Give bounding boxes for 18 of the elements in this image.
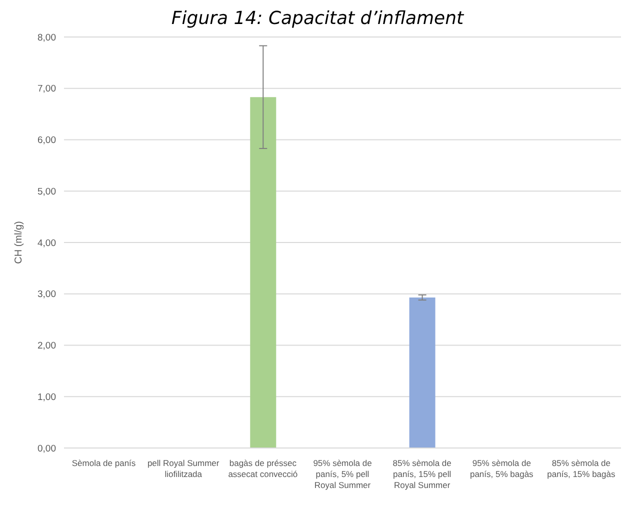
y-tick-label: 3,00: [38, 289, 56, 300]
y-tick-label: 5,00: [38, 186, 56, 198]
x-tick-label: pell Royal Summer liofilitzada: [147, 458, 220, 479]
x-tick-label: 95% sèmola de panís, 5% pell Royal Summer: [313, 458, 372, 490]
x-tick-label: 85% sèmola de panís, 15% bagàs: [547, 458, 616, 479]
y-axis-title: CH (ml/g): [14, 221, 25, 264]
y-tick-label: 6,00: [38, 135, 56, 146]
x-tick-label: 95% sèmola de panís, 5% bagàs: [470, 458, 534, 479]
y-tick-label: 8,00: [38, 32, 56, 44]
y-tick-label: 2,00: [38, 340, 56, 352]
y-tick-label: 0,00: [38, 443, 56, 454]
x-tick-label: bagàs de préssec assecat convecció: [228, 458, 298, 479]
y-tick-label: 1,00: [38, 392, 56, 403]
chart-title: Figura 14: Capacitat d’inflament: [170, 8, 465, 29]
x-tick-label: 85% sèmola de panís, 15% pell Royal Summer: [392, 458, 452, 490]
y-tick-label: 4,00: [38, 238, 56, 249]
y-tick-label: 7,00: [38, 84, 56, 95]
x-tick-label: Sèmola de panís: [72, 458, 136, 468]
